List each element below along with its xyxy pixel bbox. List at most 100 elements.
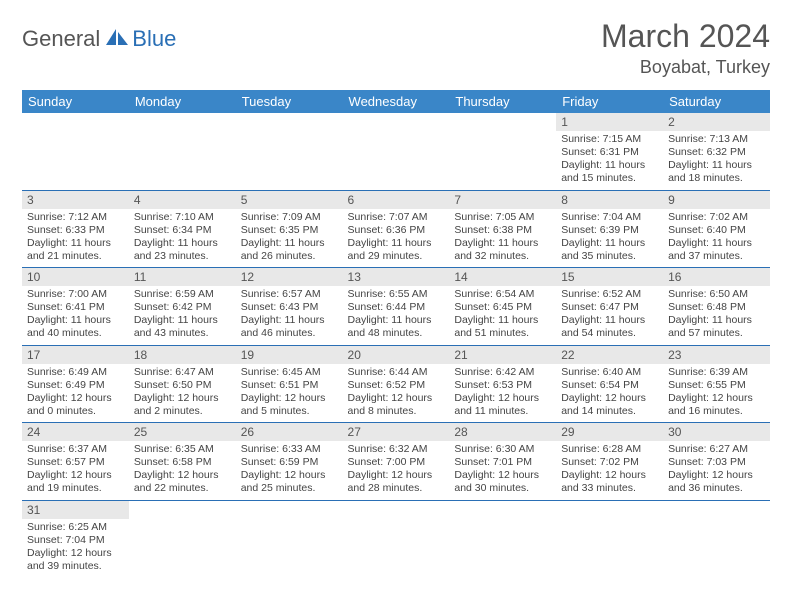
calendar-cell: 11Sunrise: 6:59 AMSunset: 6:42 PMDayligh… bbox=[129, 268, 236, 346]
day-details: Sunrise: 7:13 AMSunset: 6:32 PMDaylight:… bbox=[663, 131, 770, 190]
day-details: Sunrise: 7:07 AMSunset: 6:36 PMDaylight:… bbox=[343, 209, 450, 268]
day-details: Sunrise: 6:49 AMSunset: 6:49 PMDaylight:… bbox=[22, 364, 129, 423]
day-number: 31 bbox=[22, 501, 129, 519]
day-number: 25 bbox=[129, 423, 236, 441]
calendar-cell: 26Sunrise: 6:33 AMSunset: 6:59 PMDayligh… bbox=[236, 423, 343, 501]
calendar-cell: 4Sunrise: 7:10 AMSunset: 6:34 PMDaylight… bbox=[129, 190, 236, 268]
day-details: Sunrise: 6:59 AMSunset: 6:42 PMDaylight:… bbox=[129, 286, 236, 345]
day-details: Sunrise: 6:45 AMSunset: 6:51 PMDaylight:… bbox=[236, 364, 343, 423]
day-number: 8 bbox=[556, 191, 663, 209]
calendar-body: 1Sunrise: 7:15 AMSunset: 6:31 PMDaylight… bbox=[22, 113, 770, 577]
calendar-head: SundayMondayTuesdayWednesdayThursdayFrid… bbox=[22, 90, 770, 113]
calendar-cell: 19Sunrise: 6:45 AMSunset: 6:51 PMDayligh… bbox=[236, 345, 343, 423]
day-details: Sunrise: 7:05 AMSunset: 6:38 PMDaylight:… bbox=[449, 209, 556, 268]
day-details: Sunrise: 6:50 AMSunset: 6:48 PMDaylight:… bbox=[663, 286, 770, 345]
calendar-cell: 9Sunrise: 7:02 AMSunset: 6:40 PMDaylight… bbox=[663, 190, 770, 268]
day-number: 19 bbox=[236, 346, 343, 364]
calendar-cell: 31Sunrise: 6:25 AMSunset: 7:04 PMDayligh… bbox=[22, 500, 129, 577]
calendar-cell bbox=[663, 500, 770, 577]
day-number: 10 bbox=[22, 268, 129, 286]
day-number: 18 bbox=[129, 346, 236, 364]
day-details: Sunrise: 6:55 AMSunset: 6:44 PMDaylight:… bbox=[343, 286, 450, 345]
day-number: 17 bbox=[22, 346, 129, 364]
calendar-cell: 1Sunrise: 7:15 AMSunset: 6:31 PMDaylight… bbox=[556, 113, 663, 190]
day-number: 1 bbox=[556, 113, 663, 131]
day-details: Sunrise: 7:00 AMSunset: 6:41 PMDaylight:… bbox=[22, 286, 129, 345]
calendar-cell: 24Sunrise: 6:37 AMSunset: 6:57 PMDayligh… bbox=[22, 423, 129, 501]
day-details: Sunrise: 6:40 AMSunset: 6:54 PMDaylight:… bbox=[556, 364, 663, 423]
day-number: 2 bbox=[663, 113, 770, 131]
day-number: 22 bbox=[556, 346, 663, 364]
day-number: 4 bbox=[129, 191, 236, 209]
day-number: 3 bbox=[22, 191, 129, 209]
day-details: Sunrise: 6:52 AMSunset: 6:47 PMDaylight:… bbox=[556, 286, 663, 345]
weekday-header: Saturday bbox=[663, 90, 770, 113]
calendar-cell: 13Sunrise: 6:55 AMSunset: 6:44 PMDayligh… bbox=[343, 268, 450, 346]
day-number: 24 bbox=[22, 423, 129, 441]
day-details: Sunrise: 7:09 AMSunset: 6:35 PMDaylight:… bbox=[236, 209, 343, 268]
day-details: Sunrise: 6:27 AMSunset: 7:03 PMDaylight:… bbox=[663, 441, 770, 500]
day-number: 12 bbox=[236, 268, 343, 286]
calendar-cell: 22Sunrise: 6:40 AMSunset: 6:54 PMDayligh… bbox=[556, 345, 663, 423]
day-number: 13 bbox=[343, 268, 450, 286]
calendar-cell bbox=[236, 113, 343, 190]
calendar-cell: 8Sunrise: 7:04 AMSunset: 6:39 PMDaylight… bbox=[556, 190, 663, 268]
day-number: 16 bbox=[663, 268, 770, 286]
day-details: Sunrise: 6:35 AMSunset: 6:58 PMDaylight:… bbox=[129, 441, 236, 500]
calendar-cell: 6Sunrise: 7:07 AMSunset: 6:36 PMDaylight… bbox=[343, 190, 450, 268]
calendar-cell: 2Sunrise: 7:13 AMSunset: 6:32 PMDaylight… bbox=[663, 113, 770, 190]
day-number: 29 bbox=[556, 423, 663, 441]
location: Boyabat, Turkey bbox=[601, 57, 770, 78]
calendar-cell bbox=[129, 113, 236, 190]
day-details: Sunrise: 7:12 AMSunset: 6:33 PMDaylight:… bbox=[22, 209, 129, 268]
weekday-header: Friday bbox=[556, 90, 663, 113]
month-title: March 2024 bbox=[601, 18, 770, 55]
day-number: 9 bbox=[663, 191, 770, 209]
day-number: 28 bbox=[449, 423, 556, 441]
calendar-cell bbox=[449, 113, 556, 190]
day-number: 6 bbox=[343, 191, 450, 209]
day-number: 14 bbox=[449, 268, 556, 286]
calendar-cell bbox=[449, 500, 556, 577]
calendar-cell bbox=[129, 500, 236, 577]
day-details: Sunrise: 7:15 AMSunset: 6:31 PMDaylight:… bbox=[556, 131, 663, 190]
day-number: 23 bbox=[663, 346, 770, 364]
day-details: Sunrise: 6:44 AMSunset: 6:52 PMDaylight:… bbox=[343, 364, 450, 423]
calendar-cell: 7Sunrise: 7:05 AMSunset: 6:38 PMDaylight… bbox=[449, 190, 556, 268]
calendar-cell bbox=[343, 500, 450, 577]
calendar-cell: 25Sunrise: 6:35 AMSunset: 6:58 PMDayligh… bbox=[129, 423, 236, 501]
day-details: Sunrise: 6:42 AMSunset: 6:53 PMDaylight:… bbox=[449, 364, 556, 423]
calendar-cell: 17Sunrise: 6:49 AMSunset: 6:49 PMDayligh… bbox=[22, 345, 129, 423]
calendar-cell: 10Sunrise: 7:00 AMSunset: 6:41 PMDayligh… bbox=[22, 268, 129, 346]
weekday-header: Tuesday bbox=[236, 90, 343, 113]
day-details: Sunrise: 7:04 AMSunset: 6:39 PMDaylight:… bbox=[556, 209, 663, 268]
calendar-cell bbox=[236, 500, 343, 577]
day-details: Sunrise: 6:28 AMSunset: 7:02 PMDaylight:… bbox=[556, 441, 663, 500]
calendar-cell: 29Sunrise: 6:28 AMSunset: 7:02 PMDayligh… bbox=[556, 423, 663, 501]
calendar-cell: 16Sunrise: 6:50 AMSunset: 6:48 PMDayligh… bbox=[663, 268, 770, 346]
day-number: 5 bbox=[236, 191, 343, 209]
day-details: Sunrise: 6:54 AMSunset: 6:45 PMDaylight:… bbox=[449, 286, 556, 345]
day-number: 30 bbox=[663, 423, 770, 441]
calendar-cell: 15Sunrise: 6:52 AMSunset: 6:47 PMDayligh… bbox=[556, 268, 663, 346]
calendar-cell bbox=[22, 113, 129, 190]
calendar-cell bbox=[343, 113, 450, 190]
sail-icon bbox=[104, 27, 130, 52]
day-details: Sunrise: 6:47 AMSunset: 6:50 PMDaylight:… bbox=[129, 364, 236, 423]
logo-text-general: General bbox=[22, 26, 100, 52]
calendar-cell: 30Sunrise: 6:27 AMSunset: 7:03 PMDayligh… bbox=[663, 423, 770, 501]
logo-text-blue: Blue bbox=[132, 26, 176, 52]
day-details: Sunrise: 6:33 AMSunset: 6:59 PMDaylight:… bbox=[236, 441, 343, 500]
weekday-header: Sunday bbox=[22, 90, 129, 113]
calendar-cell: 5Sunrise: 7:09 AMSunset: 6:35 PMDaylight… bbox=[236, 190, 343, 268]
day-details: Sunrise: 6:37 AMSunset: 6:57 PMDaylight:… bbox=[22, 441, 129, 500]
calendar-cell: 20Sunrise: 6:44 AMSunset: 6:52 PMDayligh… bbox=[343, 345, 450, 423]
day-number: 15 bbox=[556, 268, 663, 286]
weekday-header: Wednesday bbox=[343, 90, 450, 113]
calendar-table: SundayMondayTuesdayWednesdayThursdayFrid… bbox=[22, 90, 770, 577]
day-details: Sunrise: 7:10 AMSunset: 6:34 PMDaylight:… bbox=[129, 209, 236, 268]
day-number: 26 bbox=[236, 423, 343, 441]
calendar-cell bbox=[556, 500, 663, 577]
calendar-cell: 27Sunrise: 6:32 AMSunset: 7:00 PMDayligh… bbox=[343, 423, 450, 501]
weekday-header: Monday bbox=[129, 90, 236, 113]
